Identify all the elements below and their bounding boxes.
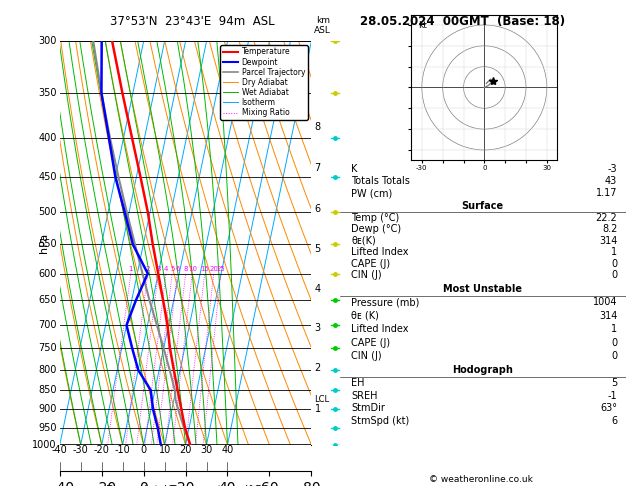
Text: Pressure (mb): Pressure (mb) — [351, 297, 420, 308]
Text: hPa: hPa — [39, 233, 49, 253]
Text: Temp (°C): Temp (°C) — [351, 213, 399, 223]
Text: CIN (J): CIN (J) — [351, 351, 382, 361]
Text: CAPE (J): CAPE (J) — [351, 259, 390, 269]
Text: © weatheronline.co.uk: © weatheronline.co.uk — [429, 474, 533, 484]
Text: 1000: 1000 — [32, 440, 57, 450]
Text: 7: 7 — [314, 163, 321, 173]
Text: CIN (J): CIN (J) — [351, 270, 382, 280]
Text: Most Unstable: Most Unstable — [443, 284, 522, 294]
Text: Dewpoint / Temperature (°C): Dewpoint / Temperature (°C) — [106, 485, 265, 486]
Text: 500: 500 — [38, 208, 57, 217]
Text: 3: 3 — [156, 265, 160, 272]
Text: 37°53'N  23°43'E  94m  ASL: 37°53'N 23°43'E 94m ASL — [109, 15, 274, 28]
Text: 0: 0 — [611, 270, 617, 280]
Text: km
ASL: km ASL — [314, 16, 331, 35]
Text: 314: 314 — [599, 236, 617, 246]
Text: -20: -20 — [94, 445, 109, 455]
Text: kt: kt — [418, 21, 426, 30]
Text: 63°: 63° — [600, 403, 617, 413]
Text: 4: 4 — [164, 265, 169, 272]
Text: 43: 43 — [605, 176, 617, 186]
Text: 5: 5 — [314, 244, 321, 254]
Text: Totals Totals: Totals Totals — [351, 176, 410, 186]
Text: -1: -1 — [608, 391, 617, 400]
Text: 5: 5 — [611, 378, 617, 388]
Text: 25: 25 — [216, 265, 225, 272]
Text: Lifted Index: Lifted Index — [351, 324, 409, 334]
Text: 850: 850 — [38, 385, 57, 395]
Text: EH: EH — [351, 378, 365, 388]
Text: PW (cm): PW (cm) — [351, 188, 392, 198]
Text: 8: 8 — [184, 265, 188, 272]
Text: 1: 1 — [314, 404, 321, 415]
Text: 0: 0 — [611, 351, 617, 361]
Text: 8: 8 — [314, 122, 321, 133]
Text: 1: 1 — [128, 265, 133, 272]
Text: 0: 0 — [140, 445, 147, 455]
Text: 1004: 1004 — [593, 297, 617, 308]
Text: Lifted Index: Lifted Index — [351, 247, 409, 257]
Text: -40: -40 — [52, 445, 68, 455]
Text: 22.2: 22.2 — [596, 213, 617, 223]
Text: θᴇ (K): θᴇ (K) — [351, 311, 379, 321]
Text: 20: 20 — [179, 445, 192, 455]
Text: 650: 650 — [38, 295, 57, 305]
Text: 4: 4 — [314, 284, 321, 294]
Text: 20: 20 — [209, 265, 218, 272]
Text: 5: 5 — [170, 265, 174, 272]
Text: 450: 450 — [38, 172, 57, 182]
Text: 950: 950 — [38, 422, 57, 433]
Text: 10: 10 — [159, 445, 170, 455]
Text: θᴇ(K): θᴇ(K) — [351, 236, 376, 246]
Text: 600: 600 — [38, 269, 57, 278]
Text: 0: 0 — [611, 259, 617, 269]
Text: 1: 1 — [611, 324, 617, 334]
Text: 15: 15 — [200, 265, 209, 272]
Text: 1: 1 — [611, 247, 617, 257]
Text: 30: 30 — [201, 445, 213, 455]
Text: Dewp (°C): Dewp (°C) — [351, 225, 401, 234]
Text: 550: 550 — [38, 240, 57, 249]
Text: StmDir: StmDir — [351, 403, 385, 413]
Text: 800: 800 — [38, 365, 57, 375]
Text: SREH: SREH — [351, 391, 377, 400]
Text: 400: 400 — [38, 133, 57, 143]
Text: Surface: Surface — [462, 201, 504, 211]
Text: CAPE (J): CAPE (J) — [351, 337, 390, 347]
Text: StmSpd (kt): StmSpd (kt) — [351, 416, 409, 426]
Text: 10: 10 — [187, 265, 197, 272]
Text: 28.05.2024  00GMT  (Base: 18): 28.05.2024 00GMT (Base: 18) — [360, 15, 565, 28]
Text: 750: 750 — [38, 343, 57, 353]
Text: K: K — [351, 164, 357, 174]
Text: -3: -3 — [608, 164, 617, 174]
Text: 8.2: 8.2 — [602, 225, 617, 234]
Text: 3: 3 — [314, 323, 321, 332]
Text: Hodograph: Hodograph — [452, 365, 513, 375]
Text: 314: 314 — [599, 311, 617, 321]
Text: -10: -10 — [114, 445, 131, 455]
Text: LCL: LCL — [314, 396, 330, 404]
Text: 6: 6 — [611, 416, 617, 426]
Text: 350: 350 — [38, 88, 57, 98]
Text: 40: 40 — [221, 445, 233, 455]
Legend: Temperature, Dewpoint, Parcel Trajectory, Dry Adiabat, Wet Adiabat, Isotherm, Mi: Temperature, Dewpoint, Parcel Trajectory… — [220, 45, 308, 120]
Text: 900: 900 — [38, 404, 57, 415]
Text: 300: 300 — [38, 36, 57, 46]
Text: 6: 6 — [175, 265, 180, 272]
Text: 0: 0 — [611, 337, 617, 347]
Text: -30: -30 — [73, 445, 89, 455]
Text: 2: 2 — [314, 363, 321, 373]
Text: 2: 2 — [146, 265, 150, 272]
Text: 700: 700 — [38, 320, 57, 330]
Text: 1.17: 1.17 — [596, 188, 617, 198]
Text: 6: 6 — [314, 204, 321, 214]
